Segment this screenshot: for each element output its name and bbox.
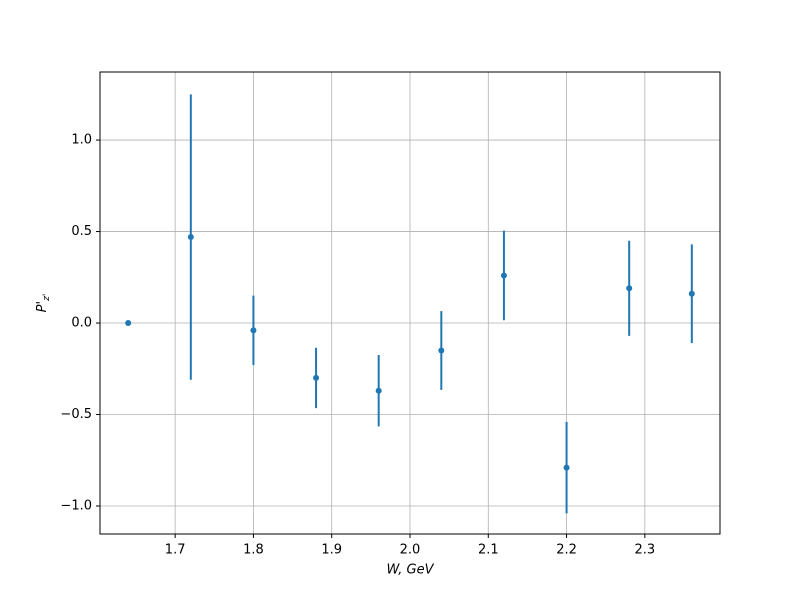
data-point [375, 387, 382, 394]
x-tick-label: 1.7 [165, 543, 186, 558]
y-tick-label: −1.0 [60, 499, 92, 514]
data-point [500, 272, 507, 279]
data-point [626, 285, 633, 292]
data-point [438, 347, 445, 354]
data-point [250, 327, 257, 334]
y-axis-label: P'z' [35, 294, 52, 313]
x-tick-label: 2.3 [635, 543, 656, 558]
y-tick-label: 1.0 [71, 133, 92, 148]
plot-frame [99, 71, 721, 535]
y-label-main: P' [35, 301, 50, 312]
x-tick-label: 2.0 [400, 543, 421, 558]
x-tick-label: 1.9 [321, 543, 342, 558]
data-point [688, 290, 695, 297]
data-point [563, 464, 570, 471]
data-point [187, 234, 194, 241]
data-point [313, 374, 320, 381]
x-tick-label: 2.2 [556, 543, 577, 558]
x-tick-label: 1.8 [243, 543, 264, 558]
y-label-sub: z' [42, 294, 52, 302]
x-axis-label: W, GeV [386, 563, 434, 578]
y-tick-label: −0.5 [60, 407, 92, 422]
y-tick-label: 0.0 [71, 316, 92, 331]
x-tick-label: 2.1 [478, 543, 499, 558]
data-point [125, 320, 132, 327]
y-tick-label: 0.5 [71, 224, 92, 239]
